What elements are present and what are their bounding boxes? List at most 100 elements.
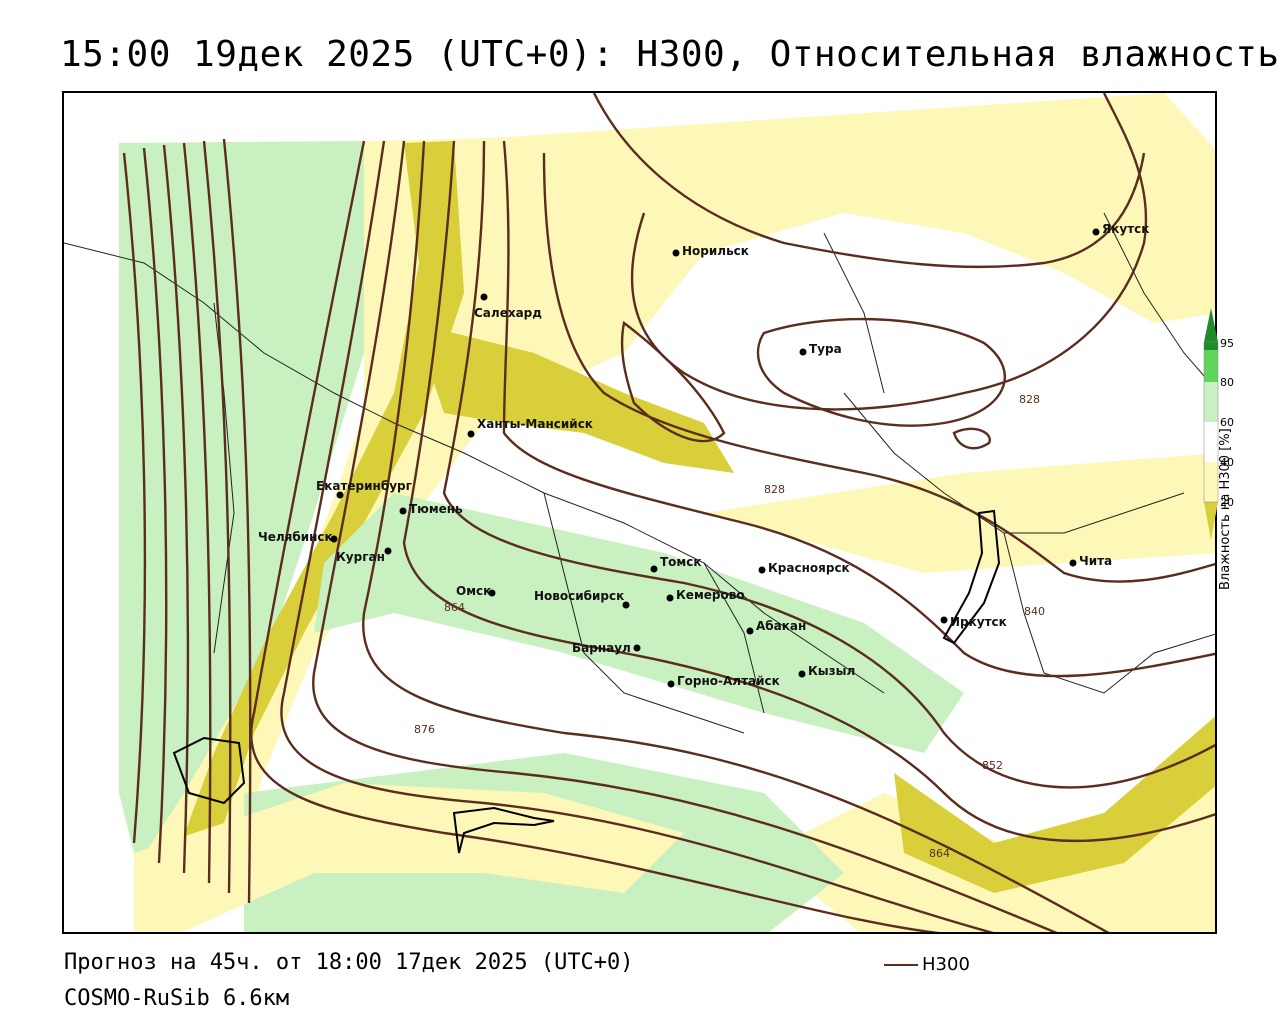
- legend-band-60-80: [1204, 382, 1218, 422]
- contour-line: [630, 93, 1148, 411]
- contour-label: 852: [982, 759, 1003, 772]
- humidity-band-north-yellow: [494, 93, 1215, 393]
- contour-label: 828: [1019, 393, 1040, 406]
- contour-label: 864: [444, 601, 465, 614]
- svg-text:Иркутск: Иркутск: [950, 615, 1007, 629]
- svg-text:Красноярск: Красноярск: [768, 561, 850, 575]
- svg-text:Горно-Алтайск: Горно-Алтайск: [677, 674, 780, 688]
- svg-text:Челябинск: Челябинск: [258, 530, 333, 544]
- svg-text:Екатеринбург: Екатеринбург: [316, 479, 412, 493]
- legend-title: Влажность на H300 [%]: [1218, 428, 1233, 590]
- map-title: 15:00 19дек 2025 (UTC+0): H300, Относите…: [60, 34, 1280, 75]
- city-tomsk: Томск: [650, 555, 702, 573]
- contour-line: [162, 144, 190, 874]
- svg-text:Тура: Тура: [809, 342, 842, 356]
- svg-text:Омск: Омск: [456, 584, 491, 598]
- lake-aral: [172, 736, 246, 805]
- legend-tick: 60: [1220, 416, 1234, 429]
- city-kurgan: Курган: [336, 547, 392, 564]
- city-khanty-mansiysk: Ханты-Мансийск: [467, 417, 593, 438]
- svg-text:Якутск: Якутск: [1102, 222, 1149, 236]
- lake-baikal: [942, 509, 1001, 645]
- city-tura: Тура: [799, 342, 842, 356]
- humidity-band-ural-dark: [414, 323, 734, 473]
- legend-tick: 40: [1220, 456, 1234, 469]
- lake-balkhash: [452, 806, 555, 854]
- city-kyzyl: Кызыл: [798, 664, 855, 678]
- contour-label: 876: [414, 723, 435, 736]
- svg-text:Кемерово: Кемерово: [676, 588, 745, 602]
- legend-tick: 95: [1220, 337, 1234, 350]
- contour-line: [312, 140, 1058, 932]
- contour-line: [502, 140, 1215, 678]
- legend-band-80-95: [1204, 350, 1218, 382]
- legend-arrow-bottom: [1204, 502, 1218, 540]
- city-yakutsk: Якутск: [1092, 222, 1149, 236]
- contour-key: H300: [884, 954, 970, 975]
- city-novosibirsk: Новосибирск: [534, 589, 630, 609]
- humidity-band-west-dark: [174, 141, 464, 863]
- contour-line: [182, 142, 212, 884]
- city-irkutsk: Иркутск: [940, 615, 1007, 629]
- svg-text:Кызыл: Кызыл: [808, 664, 855, 678]
- contour-line: [402, 140, 1215, 843]
- humidity-field: [64, 93, 1215, 932]
- legend-band-95: [1204, 342, 1218, 350]
- forecast-info: Прогноз на 45ч. от 18:00 17дек 2025 (UTC…: [64, 950, 634, 975]
- city-chelyabinsk: Челябинск: [258, 530, 338, 544]
- model-name: COSMO-RuSib 6.6км: [64, 986, 290, 1011]
- city-gorno-altaysk: Горно-Алтайск: [667, 674, 780, 688]
- contour-line: [222, 138, 252, 904]
- svg-text:Салехард: Салехард: [474, 306, 542, 320]
- city-abakan: Абакан: [746, 619, 806, 635]
- contour-line: [202, 140, 232, 894]
- contour-line: [362, 140, 1110, 932]
- contour-label: 840: [1024, 605, 1045, 618]
- contour-line: [250, 140, 940, 932]
- contour-key-label: H300: [922, 954, 970, 975]
- contour-line: [952, 427, 991, 450]
- legend-tick: 80: [1220, 376, 1234, 389]
- humidity-band-southeast-dark: [894, 716, 1215, 893]
- city-yekaterinburg: Екатеринбург: [316, 479, 412, 499]
- svg-text:Томск: Томск: [660, 555, 702, 569]
- contour-line: [756, 317, 1006, 427]
- city-kemerovo: Кемерово: [666, 588, 745, 602]
- contour-labels: 828 828 840 864 876 852 864: [414, 393, 1045, 860]
- humidity-band-central-green: [314, 493, 964, 753]
- contour-line: [442, 140, 1215, 789]
- contour-line: [280, 140, 994, 932]
- city-omsk: Омск: [456, 584, 496, 598]
- city-tyumen: Тюмень: [399, 502, 463, 516]
- svg-text:Тюмень: Тюмень: [409, 502, 463, 516]
- svg-text:Ханты-Мансийск: Ханты-Мансийск: [477, 417, 593, 431]
- region-borders: [64, 212, 1215, 734]
- city-markers: Якутск Норильск Салехард Тура Ханты-Манс…: [258, 222, 1149, 688]
- contour-line: [122, 152, 147, 844]
- svg-text:Новосибирск: Новосибирск: [534, 589, 624, 603]
- svg-text:Барнаул: Барнаул: [572, 641, 631, 655]
- humidity-legend: 95 80 60 40 20: [1200, 300, 1270, 600]
- legend-tick: 20: [1220, 496, 1234, 509]
- svg-text:Курган: Курган: [336, 550, 385, 564]
- legend-band-20-40: [1204, 462, 1218, 502]
- city-salekhard: Салехард: [474, 293, 542, 320]
- svg-text:Чита: Чита: [1079, 554, 1112, 568]
- city-krasnoyarsk: Красноярск: [758, 561, 850, 575]
- contour-line: [542, 152, 1215, 583]
- legend-band-40-60: [1204, 422, 1218, 462]
- city-barnaul: Барнаул: [572, 641, 641, 655]
- svg-text:Норильск: Норильск: [682, 244, 749, 258]
- contour-line: [142, 147, 168, 864]
- h300-contours: [122, 93, 1215, 932]
- forecast-map: 828 828 840 864 876 852 864 Якутск Норил…: [62, 91, 1217, 934]
- contour-label: 864: [929, 847, 950, 860]
- svg-text:Абакан: Абакан: [756, 619, 806, 633]
- legend-arrow-top: [1204, 308, 1218, 342]
- contour-line-swatch: [884, 963, 918, 966]
- contour-label: 828: [764, 483, 785, 496]
- city-norilsk: Норильск: [672, 244, 749, 258]
- contour-line: [592, 93, 1146, 269]
- city-chita: Чита: [1069, 554, 1112, 568]
- humidity-band-west-green: [119, 141, 364, 853]
